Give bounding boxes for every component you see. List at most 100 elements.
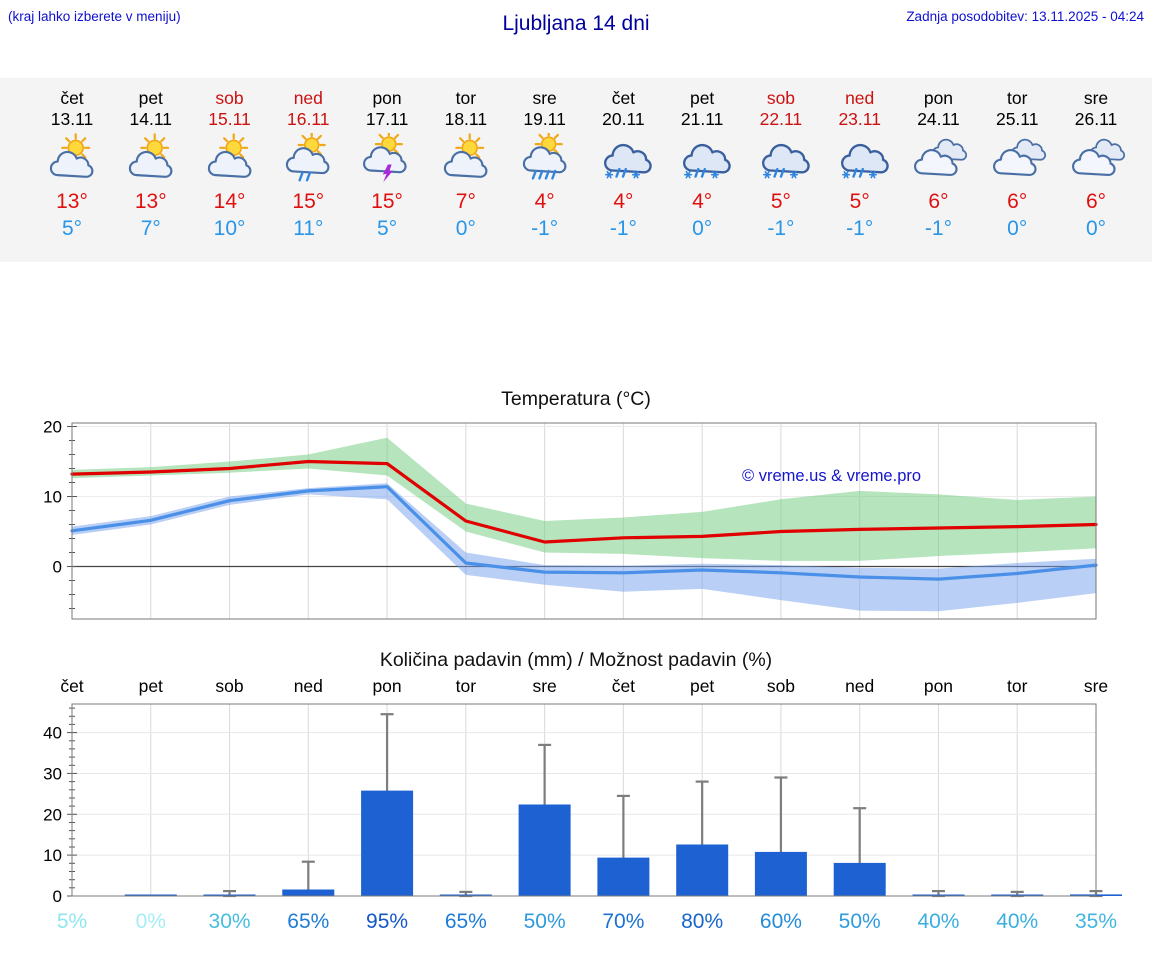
svg-text:20: 20 bbox=[43, 805, 62, 824]
precip-probability: 65% bbox=[287, 910, 330, 933]
precip-probability: 50% bbox=[838, 910, 881, 933]
copyright-note: © vreme.us & vreme.pro bbox=[742, 467, 922, 485]
last-update: Zadnja posodobitev: 13.11.2025 - 04:24 bbox=[906, 9, 1144, 24]
day-name: sre bbox=[532, 88, 557, 108]
precipitation-chart: čet pet sob ned pon tor sre čet pet sob ned pon tor s… bbox=[0, 676, 1152, 942]
day-date: 20.11 bbox=[602, 109, 645, 129]
day-low-temp: 5° bbox=[61, 217, 83, 240]
day-name: čet bbox=[60, 88, 84, 108]
day-name: tor bbox=[1007, 88, 1028, 108]
precip-day-label: sob bbox=[766, 676, 796, 696]
day-low-temp: -1° bbox=[531, 217, 559, 240]
forecast-day: sob 22.11 5° -1° bbox=[740, 88, 822, 241]
temperature-chart: 0 10 20 © vreme.us & vreme.pro bbox=[0, 415, 1152, 629]
day-high-temp: 4° bbox=[534, 190, 555, 213]
svg-text:0: 0 bbox=[53, 558, 62, 577]
day-name: sob bbox=[215, 88, 244, 108]
sleet-icon bbox=[740, 133, 822, 185]
temp-chart-title: Temperatura (°C) bbox=[501, 388, 651, 410]
precip-day-label: čet bbox=[611, 676, 636, 696]
sleet-icon bbox=[819, 133, 901, 185]
day-date: 13.11 bbox=[50, 109, 94, 129]
day-name: tor bbox=[455, 88, 477, 108]
day-name: ned bbox=[845, 88, 875, 108]
day-low-temp: 10° bbox=[213, 217, 246, 240]
partly-sunny-icon bbox=[110, 133, 192, 185]
forecast-day: čet 20.11 4° -1° bbox=[582, 88, 664, 241]
forecast-strip: čet 13.11 13° 5° pet 14.11 13° 7° sob 15.11 14° 10°… bbox=[0, 78, 1152, 262]
day-low-temp: 7° bbox=[140, 217, 161, 240]
cloudy-icon bbox=[976, 133, 1058, 185]
day-high-temp: 15° bbox=[371, 190, 403, 213]
day-date: 25.11 bbox=[995, 109, 1039, 129]
day-high-temp: 5° bbox=[849, 190, 870, 213]
day-low-temp: -1° bbox=[767, 217, 795, 240]
day-date: 14.11 bbox=[129, 109, 173, 129]
page-title: Ljubljana 14 dni bbox=[502, 12, 650, 35]
day-name: čet bbox=[611, 88, 636, 108]
day-low-temp: 11° bbox=[293, 217, 324, 240]
day-date: 16.11 bbox=[287, 109, 330, 129]
precip-probability: 50% bbox=[523, 910, 566, 933]
day-high-temp: 14° bbox=[213, 190, 246, 213]
svg-text:10: 10 bbox=[43, 488, 62, 507]
precip-probability: 65% bbox=[444, 910, 487, 933]
svg-text:20: 20 bbox=[43, 418, 62, 437]
day-name: pon bbox=[923, 88, 954, 108]
day-high-temp: 5° bbox=[770, 190, 791, 213]
day-high-temp: 13° bbox=[56, 190, 88, 213]
forecast-day: tor 18.11 7° 0° bbox=[425, 88, 507, 241]
sun-heavy-rain-icon bbox=[504, 133, 586, 185]
forecast-day: sob 15.11 14° 10° bbox=[189, 88, 271, 241]
precip-probability: 40% bbox=[917, 910, 960, 933]
precip-day-label: tor bbox=[455, 676, 477, 696]
day-name: pet bbox=[138, 88, 163, 108]
precip-day-label: sre bbox=[532, 676, 557, 696]
partly-sunny-icon bbox=[425, 133, 507, 185]
day-low-temp: -1° bbox=[924, 217, 952, 240]
day-low-temp: 0° bbox=[455, 217, 476, 240]
precip-probability: 30% bbox=[208, 910, 251, 933]
sleet-icon bbox=[661, 133, 743, 185]
forecast-day: pet 14.11 13° 7° bbox=[110, 88, 192, 241]
precip-day-label: sob bbox=[215, 676, 244, 696]
precip-day-label: ned bbox=[293, 676, 323, 696]
day-low-temp: 0° bbox=[1085, 217, 1107, 240]
cloudy-icon bbox=[1055, 133, 1137, 185]
sun-rain-icon bbox=[267, 133, 349, 185]
forecast-day: sre 26.11 6° 0° bbox=[1055, 88, 1137, 241]
day-date: 18.11 bbox=[444, 109, 488, 129]
forecast-day: tor 25.11 6° 0° bbox=[976, 88, 1058, 241]
precip-day-label: pet bbox=[689, 676, 715, 696]
precip-chart-title: Količina padavin (mm) / Možnost padavin … bbox=[379, 649, 773, 671]
temperature-plot: 0 10 20 bbox=[43, 418, 1098, 620]
day-high-temp: 4° bbox=[692, 190, 713, 213]
day-high-temp: 6° bbox=[1007, 190, 1028, 213]
precip-probability: 60% bbox=[759, 910, 802, 933]
day-date: 23.11 bbox=[838, 109, 881, 129]
svg-text:0: 0 bbox=[53, 887, 62, 904]
day-name: sob bbox=[766, 88, 796, 108]
partly-sunny-icon bbox=[31, 133, 113, 185]
day-date: 19.11 bbox=[523, 109, 566, 129]
forecast-day: pon 17.11 15° 5° bbox=[346, 88, 428, 241]
day-low-temp: -1° bbox=[846, 217, 874, 240]
day-name: pet bbox=[689, 88, 715, 108]
svg-text:40: 40 bbox=[43, 724, 62, 743]
day-low-temp: 5° bbox=[377, 217, 398, 240]
day-date: 24.11 bbox=[917, 109, 960, 129]
precip-probability: 5% bbox=[56, 910, 88, 933]
sleet-icon bbox=[582, 133, 664, 185]
forecast-day: pon 24.11 6° -1° bbox=[897, 88, 979, 241]
day-low-temp: 0° bbox=[1007, 217, 1028, 240]
day-high-temp: 6° bbox=[928, 190, 949, 213]
precip-probability: 0% bbox=[135, 910, 166, 933]
precip-day-label: sre bbox=[1083, 676, 1109, 696]
region-note: (kraj lahko izberete v meniju) bbox=[8, 9, 181, 24]
precip-day-label: pon bbox=[923, 676, 954, 696]
day-high-temp: 15° bbox=[292, 190, 325, 213]
precip-day-label: tor bbox=[1007, 676, 1028, 696]
day-date: 22.11 bbox=[759, 109, 803, 129]
day-low-temp: 0° bbox=[692, 217, 713, 240]
day-high-temp: 6° bbox=[1085, 190, 1107, 213]
